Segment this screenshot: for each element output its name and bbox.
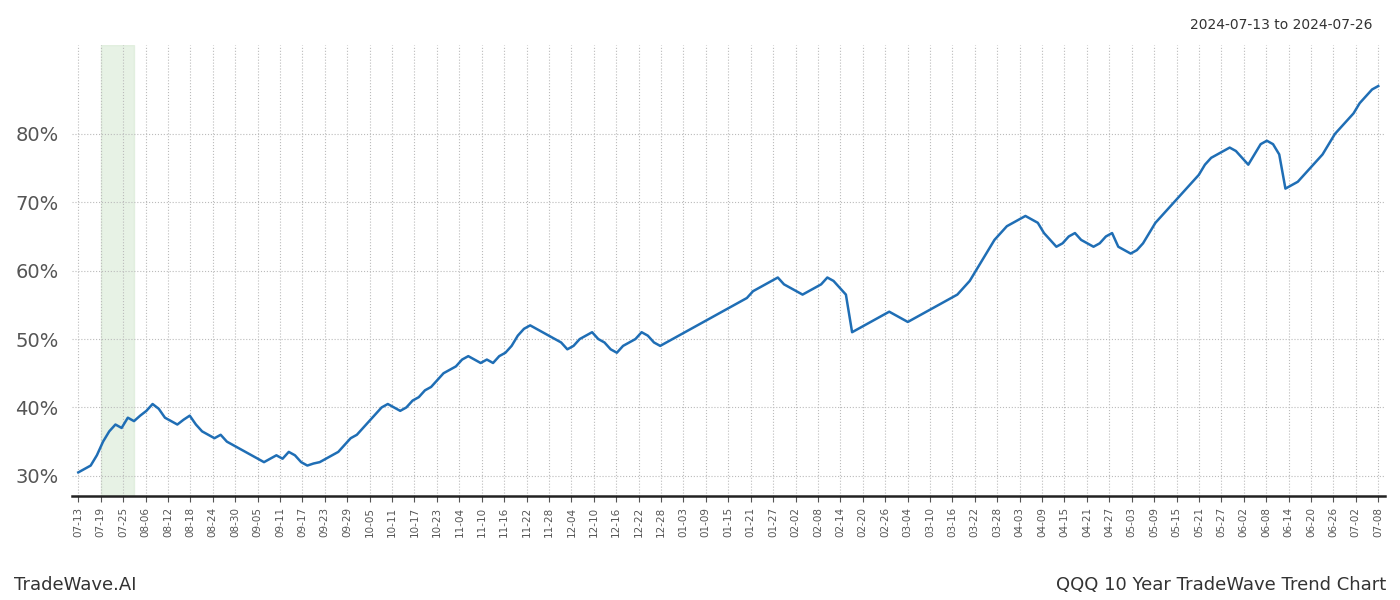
Bar — [101, 45, 134, 496]
Text: TradeWave.AI: TradeWave.AI — [14, 576, 137, 594]
Text: QQQ 10 Year TradeWave Trend Chart: QQQ 10 Year TradeWave Trend Chart — [1056, 576, 1386, 594]
Text: 2024-07-13 to 2024-07-26: 2024-07-13 to 2024-07-26 — [1190, 18, 1372, 32]
